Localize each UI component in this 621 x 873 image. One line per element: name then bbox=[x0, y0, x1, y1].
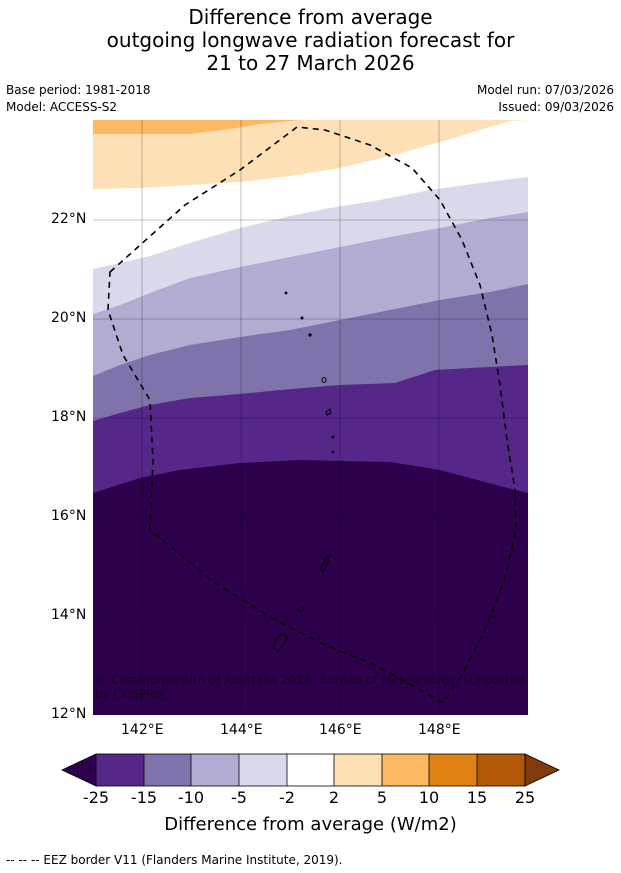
lat-label-18n: 18°N bbox=[51, 409, 87, 425]
lat-label-12n: 12°N bbox=[51, 706, 87, 722]
base-period: Base period: 1981-2018 bbox=[6, 83, 151, 97]
graticule bbox=[93, 120, 528, 715]
colorbar-tick: -15 bbox=[130, 788, 158, 807]
colorbar-swatch-minus-5-minus-2 bbox=[239, 754, 287, 786]
lon-label-148e: 148°E bbox=[418, 722, 461, 738]
band-5-to-10 bbox=[93, 120, 300, 134]
copyright-line-2: by COSPPac bbox=[95, 687, 167, 701]
islands bbox=[272, 291, 335, 652]
colorbar-tick: 2 bbox=[328, 788, 340, 807]
colorbar-swatch-2-5 bbox=[334, 754, 382, 786]
map-area: © Commonwealth of Australia 2026, Bureau… bbox=[93, 120, 528, 715]
colorbar-swatch-15-25 bbox=[477, 754, 525, 786]
map-title-line-1: Difference from average bbox=[188, 5, 433, 29]
colorbar bbox=[61, 753, 560, 787]
colorbar-title: Difference from average (W/m2) bbox=[164, 814, 457, 835]
colorbar-swatch-10-15 bbox=[429, 754, 477, 786]
colorbar-low-extend bbox=[61, 753, 97, 787]
lat-label-20n: 20°N bbox=[51, 310, 87, 326]
lon-label-144e: 144°E bbox=[220, 722, 263, 738]
colorbar-tick: 25 bbox=[514, 788, 536, 807]
colorbar-tick: -10 bbox=[177, 788, 205, 807]
model-run: Model run: 07/03/2026 bbox=[476, 83, 614, 97]
lat-label-14n: 14°N bbox=[51, 607, 87, 623]
colorbar-tick: 15 bbox=[466, 788, 488, 807]
colorbar-tick: -25 bbox=[82, 788, 110, 807]
lat-label-16n: 16°N bbox=[51, 508, 87, 524]
lon-label-146e: 146°E bbox=[319, 722, 362, 738]
copyright-line-1: © Commonwealth of Australia 2026, Bureau… bbox=[95, 673, 525, 687]
colorbar-tick: 10 bbox=[418, 788, 440, 807]
map-title-line-2: outgoing longwave radiation forecast for bbox=[106, 28, 515, 52]
map-title-line-3: 21 to 27 March 2026 bbox=[206, 51, 415, 75]
band-2-to-5 bbox=[93, 120, 528, 189]
colorbar-tick: 5 bbox=[376, 788, 388, 807]
colorbar-swatch-minus-10-minus-5 bbox=[191, 754, 239, 786]
colorbar-high-extend bbox=[524, 753, 560, 787]
colorbar-swatch-minus-15-minus-10 bbox=[144, 754, 191, 786]
lat-label-22n: 22°N bbox=[51, 211, 87, 227]
lon-label-142e: 142°E bbox=[121, 722, 164, 738]
colorbar-swatch-minus-2-2 bbox=[287, 754, 334, 786]
model-name: Model: ACCESS-S2 bbox=[6, 100, 118, 114]
issued-date: Issued: 09/03/2026 bbox=[498, 100, 614, 114]
colorbar-swatch-minus-25-minus-15 bbox=[96, 754, 144, 786]
colorbar-tick: -2 bbox=[279, 788, 295, 807]
colorbar-tick: -5 bbox=[231, 788, 247, 807]
colorbar-swatch-5-10 bbox=[382, 754, 429, 786]
eez-legend-footer: -- -- -- EEZ border V11 (Flanders Marine… bbox=[6, 853, 343, 867]
eez-border bbox=[107, 126, 517, 705]
